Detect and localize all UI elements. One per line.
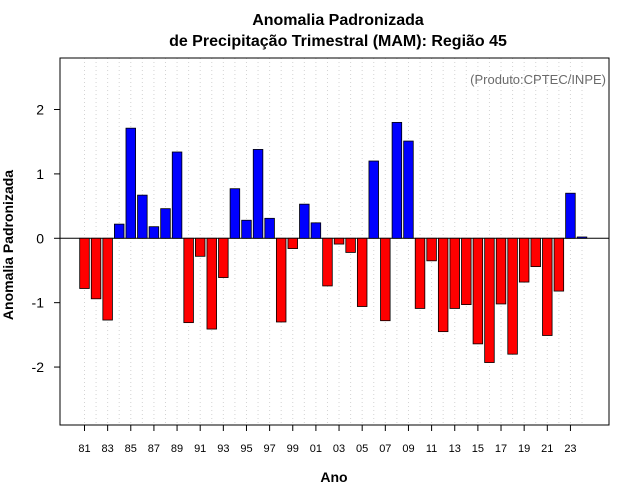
x-tick-label: 17	[495, 443, 507, 455]
x-tick-label: 21	[541, 443, 553, 455]
bar-2000	[299, 203, 310, 239]
y-axis: 2 1 0 -1 -2	[32, 102, 60, 375]
bars	[79, 121, 588, 363]
x-tick-label: 13	[449, 443, 461, 455]
bar-2012	[437, 237, 449, 333]
x-tick-label: 09	[402, 443, 414, 455]
x-axis: 81 83 85 87 89 91 93 95 97 99 01 03 05 07 09 11 13 15 17 19…	[78, 425, 577, 455]
bar-1998	[275, 237, 287, 323]
bar-2009	[403, 140, 414, 239]
bar-1984	[114, 223, 125, 239]
bar-1983	[102, 237, 113, 321]
x-tick-label: 11	[426, 443, 437, 455]
bar-2005	[356, 237, 368, 307]
x-tick-label: 83	[102, 443, 114, 455]
y-tick-label: -2	[32, 359, 45, 375]
bar-1987	[148, 226, 160, 239]
bar-2011	[426, 237, 437, 262]
x-tick-label: 81	[78, 443, 90, 455]
x-tick-label: 89	[171, 443, 183, 455]
bar-2001	[310, 222, 322, 239]
y-tick-label: 1	[36, 166, 44, 182]
bar-2020	[530, 237, 541, 268]
bar-1986	[137, 194, 148, 239]
bar-2002	[322, 237, 333, 287]
chart-title-line-2: de Precipitação Trimestral (MAM): Região…	[169, 33, 507, 50]
bar-1981	[79, 237, 90, 289]
x-tick-label: 93	[217, 443, 229, 455]
bar-1994	[229, 188, 241, 239]
bar-2014	[461, 237, 472, 305]
bar-2013	[449, 237, 460, 309]
bar-1982	[90, 237, 102, 300]
x-tick-label: 07	[379, 443, 391, 455]
bar-1997	[264, 217, 275, 239]
x-tick-label: 87	[148, 443, 160, 455]
x-tick-label: 03	[333, 443, 345, 455]
bar-2004	[345, 237, 356, 253]
x-tick-label: 05	[356, 443, 368, 455]
bar-1988	[160, 208, 171, 239]
bar-2006	[368, 160, 379, 239]
bar-1991	[194, 237, 206, 257]
bar-2010	[414, 237, 426, 309]
bar-2021	[542, 237, 553, 336]
bar-2018	[507, 237, 518, 355]
bar-2019	[518, 237, 530, 283]
bar-1992	[206, 237, 217, 330]
bar-1996	[252, 149, 264, 239]
x-tick-label: 99	[287, 443, 299, 455]
bar-2017	[495, 237, 507, 305]
x-tick-label: 23	[564, 443, 576, 455]
x-tick-label: 85	[125, 443, 137, 455]
bar-2022	[553, 237, 565, 292]
source-annotation: (Produto:CPTEC/INPE)	[470, 72, 606, 87]
y-tick-label: 0	[36, 230, 44, 246]
bar-1993	[218, 237, 229, 278]
x-tick-label: 91	[194, 443, 206, 455]
x-tick-label: 19	[518, 443, 530, 455]
x-tick-label: 97	[263, 443, 275, 455]
bar-2015	[472, 237, 484, 345]
x-axis-label: Ano	[320, 469, 347, 485]
y-tick-label: -1	[32, 295, 45, 311]
bar-1995	[241, 219, 252, 239]
bar-2016	[484, 237, 495, 363]
x-tick-label: 01	[310, 443, 322, 455]
bar-2023	[565, 192, 576, 239]
bar-2008	[391, 121, 403, 239]
y-axis-label: Anomalia Padronizada	[0, 170, 16, 320]
x-tick-label: 15	[472, 443, 484, 455]
chart-title-line-1: Anomalia Padronizada	[252, 12, 424, 29]
x-tick-label: 95	[240, 443, 252, 455]
bar-2003	[333, 237, 345, 245]
grid-lines	[84, 58, 583, 425]
bar-2024	[576, 236, 588, 239]
y-tick-label: 2	[36, 102, 44, 118]
bar-2007	[380, 237, 391, 322]
bar-1985	[125, 127, 136, 239]
bar-1989	[171, 151, 183, 239]
bar-1999	[287, 237, 298, 249]
plot-frame	[59, 57, 610, 426]
bar-1990	[183, 237, 194, 324]
